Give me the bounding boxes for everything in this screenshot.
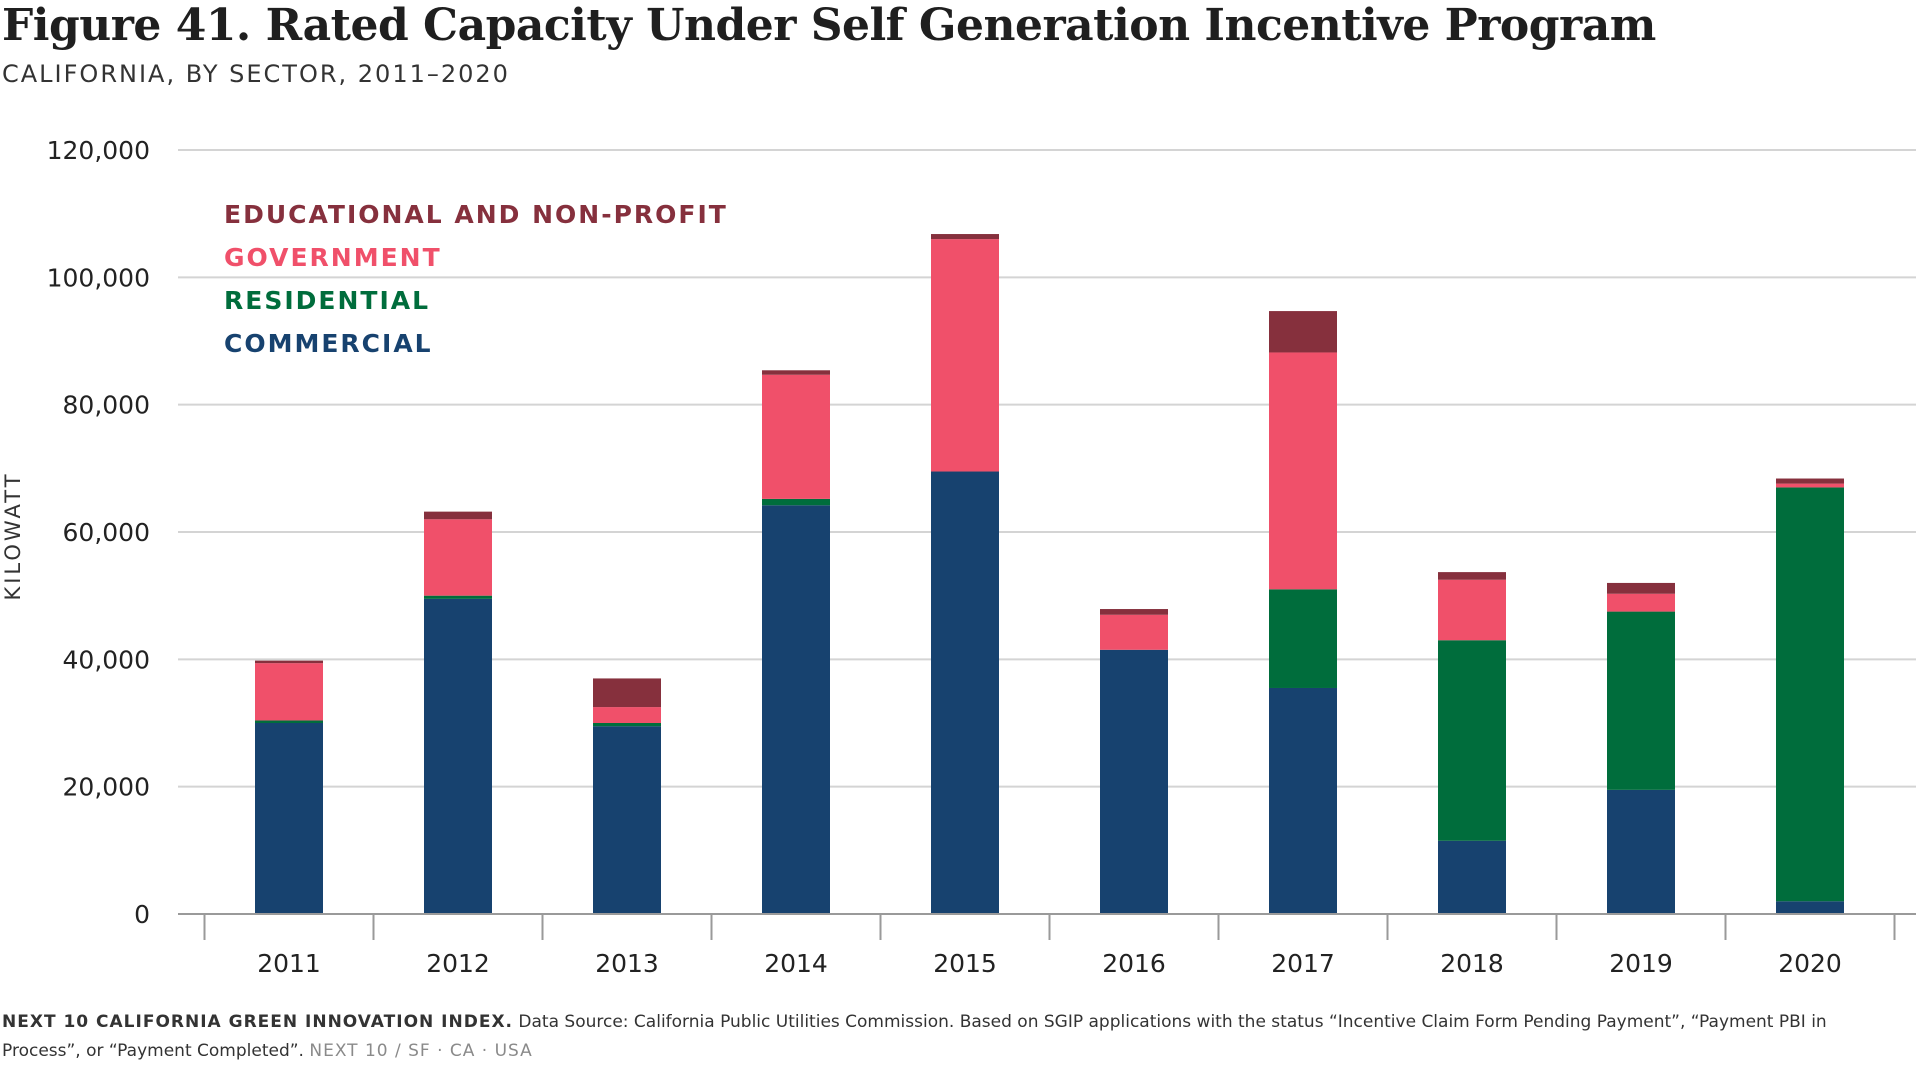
bar-government-2020 [1776,483,1844,488]
legend-entry-commercial: COMMERCIAL [224,329,433,358]
bar-commercial-2012 [424,598,492,914]
x-tick-label: 2018 [1440,949,1504,978]
bar-government-2019 [1607,593,1675,612]
bar-stack-2018 [1438,572,1506,914]
bar-government-2014 [762,374,830,499]
bar-residential-2011 [255,720,323,723]
y-axis-tick-labels: 0 20,000 40,000 60,000 80,000 100,000 120,000 [47,136,150,929]
bar-residential-2014 [762,498,830,506]
y-tick-label: 40,000 [63,645,150,674]
legend-entry-educational-and-non-profit: EDUCATIONAL AND NON-PROFIT [224,200,728,229]
bar-educational-and-non-profit-2019 [1607,582,1675,594]
bar-stack-2012 [424,511,492,914]
legend: EDUCATIONAL AND NON-PROFIT GOVERNMENT RESI… [224,200,728,358]
bar-commercial-2011 [255,723,323,914]
bar-educational-and-non-profit-2014 [762,370,830,375]
bar-residential-2020 [1776,487,1844,902]
bar-residential-2017 [1269,589,1337,688]
x-tick-label: 2014 [764,949,828,978]
legend-entry-residential: RESIDENTIAL [224,286,430,315]
x-tick-label: 2012 [426,949,490,978]
bar-educational-and-non-profit-2012 [424,511,492,520]
bar-educational-and-non-profit-2015 [931,234,999,240]
bar-commercial-2015 [931,471,999,914]
bar-government-2017 [1269,352,1337,590]
legend-entry-government: GOVERNMENT [224,243,442,272]
bar-educational-and-non-profit-2013 [593,678,661,708]
bar-government-2018 [1438,579,1506,641]
x-tick-label: 2020 [1778,949,1842,978]
bar-stack-2017 [1269,311,1337,914]
bar-stack-2011 [255,660,323,914]
bar-residential-2012 [424,595,492,599]
x-axis-tick-labels: 2011 2012 2013 2014 2015 2016 2017 2018 2019 2020 [257,949,1842,978]
x-tick-label: 2015 [933,949,997,978]
bar-stack-2013 [593,678,661,914]
bar-stack-2016 [1100,609,1168,914]
bar-stack-2014 [762,370,830,914]
bar-residential-2019 [1607,611,1675,790]
y-axis-label: KILOWATT [1,471,25,600]
bar-educational-and-non-profit-2016 [1100,609,1168,615]
chart-title: Figure 41. Rated Capacity Under Self Gen… [2,0,1656,51]
x-tick-label: 2019 [1609,949,1673,978]
x-tick-label: 2017 [1271,949,1335,978]
bar-commercial-2020 [1776,901,1844,914]
footnote-source: Data Source: California Public Utilities… [2,1012,1827,1061]
stacked-bar-chart: 020,00040,00060,00080,000100,000120,000 … [1,136,1916,978]
x-axis [178,913,1916,940]
x-tick-label: 2016 [1102,949,1166,978]
bar-stack-2015 [931,234,999,914]
bar-commercial-2016 [1100,649,1168,914]
bar-educational-and-non-profit-2020 [1776,478,1844,484]
chart-subtitle: CALIFORNIA, BY SECTOR, 2011–2020 [2,60,510,88]
y-tick-label: 80,000 [63,391,150,420]
bar-residential-2018 [1438,640,1506,841]
bar-commercial-2018 [1438,840,1506,914]
x-tick-label: 2011 [257,949,321,978]
y-tick-label: 100,000 [47,263,150,292]
y-tick-label: 60,000 [63,518,150,547]
bar-commercial-2017 [1269,687,1337,914]
y-tick-label: 20,000 [63,773,150,802]
y-tick-label: 0 [134,900,150,929]
bar-commercial-2013 [593,726,661,914]
footnote-tagline: NEXT 10 / SF · CA · USA [309,1041,533,1061]
bar-stacks [255,234,1844,914]
bar-commercial-2019 [1607,789,1675,914]
bar-commercial-2014 [762,505,830,914]
bar-government-2015 [931,239,999,472]
bar-stack-2019 [1607,582,1675,914]
bar-educational-and-non-profit-2018 [1438,572,1506,580]
bar-residential-2013 [593,723,661,727]
bar-educational-and-non-profit-2011 [255,660,323,664]
bar-educational-and-non-profit-2017 [1269,311,1337,353]
footnote-brand: NEXT 10 CALIFORNIA GREEN INNOVATION INDE… [2,1012,514,1032]
footnote: NEXT 10 CALIFORNIA GREEN INNOVATION INDE… [2,1008,1902,1066]
y-tick-label: 120,000 [47,136,150,165]
bar-government-2012 [424,519,492,596]
x-tick-label: 2013 [595,949,659,978]
bar-government-2011 [255,663,323,721]
bar-government-2016 [1100,614,1168,650]
bar-stack-2020 [1776,478,1844,914]
bar-government-2013 [593,707,661,723]
